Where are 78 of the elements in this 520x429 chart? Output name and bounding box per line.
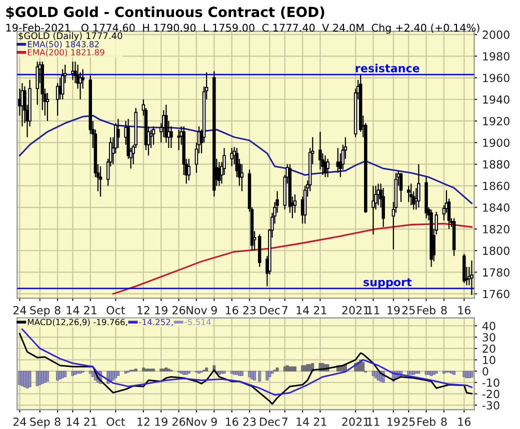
y-tick-label: 1860 xyxy=(483,182,510,190)
y-tick-label: 1920 xyxy=(483,116,510,126)
x-tick-label: 7 xyxy=(282,418,288,426)
x-tick-label: 21 xyxy=(314,418,326,426)
x-tick-label: 9 xyxy=(211,306,217,314)
x-tick-label: 21 xyxy=(84,418,96,426)
x-tick-label: 26 xyxy=(172,418,186,426)
y-tick-label: 40 xyxy=(482,322,496,330)
y-tick-label: 1980 xyxy=(483,52,510,61)
x-tick-label: Oct xyxy=(106,418,125,426)
x-tick-label: 23 xyxy=(243,306,256,314)
y-tick-label: 20 xyxy=(482,344,496,353)
x-tick-label: 21 xyxy=(84,306,96,314)
x-tick-label: 2021 xyxy=(342,306,369,314)
x-tick-label: Sep xyxy=(30,306,50,317)
x-tick-label: 11 xyxy=(367,306,380,314)
legend-title: $GOLD (Daily) 1777.40 xyxy=(18,32,122,41)
x-tick-label: 21 xyxy=(314,306,326,314)
legend-label: EMA(50) 1843.82 xyxy=(28,40,99,48)
x-tick-label: 19 xyxy=(388,418,400,426)
x-tick-label: Oct xyxy=(106,306,125,314)
y-tick-label: 1900 xyxy=(483,138,510,147)
y-tick-label: 1940 xyxy=(483,95,510,104)
y-tick-label: -10 xyxy=(482,378,500,387)
x-tick-label: Nov xyxy=(186,306,207,314)
x-tick-label: 24 xyxy=(13,306,26,314)
y-tick-label: 1960 xyxy=(483,74,510,82)
x-tick-label: 14 xyxy=(66,306,80,314)
ref-line-label: resistance xyxy=(356,64,420,72)
x-tick-label: Feb xyxy=(418,306,436,314)
x-tick-label: 14 xyxy=(296,418,309,426)
x-tick-label: 8 xyxy=(441,418,447,426)
legend-label: MACD(12,26,9) -19.766, xyxy=(28,318,128,326)
x-tick-label: 16 xyxy=(458,418,471,426)
legend-label: EMA(200) 1821.89 xyxy=(28,48,104,56)
x-tick-label: 16 xyxy=(458,306,471,314)
chart-title: $GOLD Gold - Continuous Contract (EOD) xyxy=(6,6,324,20)
x-tick-label: Sep xyxy=(30,418,50,428)
y-tick-label: 30 xyxy=(482,333,496,342)
x-tick-label: 9 xyxy=(211,418,217,426)
x-tick-label: 16 xyxy=(226,306,238,314)
y-tick-label: 1760 xyxy=(483,290,510,298)
y-tick-label: 10 xyxy=(483,356,496,364)
x-tick-label: 23 xyxy=(243,418,256,426)
x-tick-label: 25 xyxy=(402,418,415,426)
x-tick-label: Dec xyxy=(260,418,280,426)
x-tick-label: 8 xyxy=(54,306,60,314)
x-tick-label: 16 xyxy=(226,418,238,426)
legend-label: -14.252, xyxy=(139,318,173,326)
legend-label: -5.514 xyxy=(184,318,211,326)
y-tick-label: -20 xyxy=(482,390,500,398)
x-tick-label: Feb xyxy=(418,417,436,426)
y-tick-label: 1840 xyxy=(483,203,510,212)
x-tick-label: Nov xyxy=(186,418,207,426)
x-tick-label: 24 xyxy=(13,418,26,426)
x-tick-label: 2021 xyxy=(342,418,369,426)
y-tick-label: 0 xyxy=(482,367,488,376)
x-tick-label: 19 xyxy=(155,418,168,426)
x-tick-label: 19 xyxy=(155,306,168,314)
x-tick-label: 8 xyxy=(54,418,60,426)
x-tick-label: 19 xyxy=(388,306,400,314)
ref-line-label: support xyxy=(364,278,412,288)
y-tick-label: 1880 xyxy=(483,160,510,169)
x-tick-label: 14 xyxy=(66,418,80,426)
y-tick-label: 1820 xyxy=(483,224,510,234)
y-tick-label: 2000 xyxy=(482,30,510,39)
x-tick-label: 12 xyxy=(138,418,150,426)
x-tick-label: 11 xyxy=(367,418,380,426)
y-tick-label: -30 xyxy=(482,401,500,410)
y-tick-label: 1800 xyxy=(483,246,510,255)
x-tick-label: 26 xyxy=(172,306,186,314)
x-tick-label: Dec xyxy=(260,306,280,314)
x-tick-label: 12 xyxy=(138,306,150,314)
x-tick-label: 8 xyxy=(441,306,447,314)
x-tick-label: 14 xyxy=(296,306,309,314)
x-tick-label: 7 xyxy=(282,306,288,314)
x-tick-label: 25 xyxy=(402,306,415,314)
y-tick-label: 1780 xyxy=(483,268,510,277)
